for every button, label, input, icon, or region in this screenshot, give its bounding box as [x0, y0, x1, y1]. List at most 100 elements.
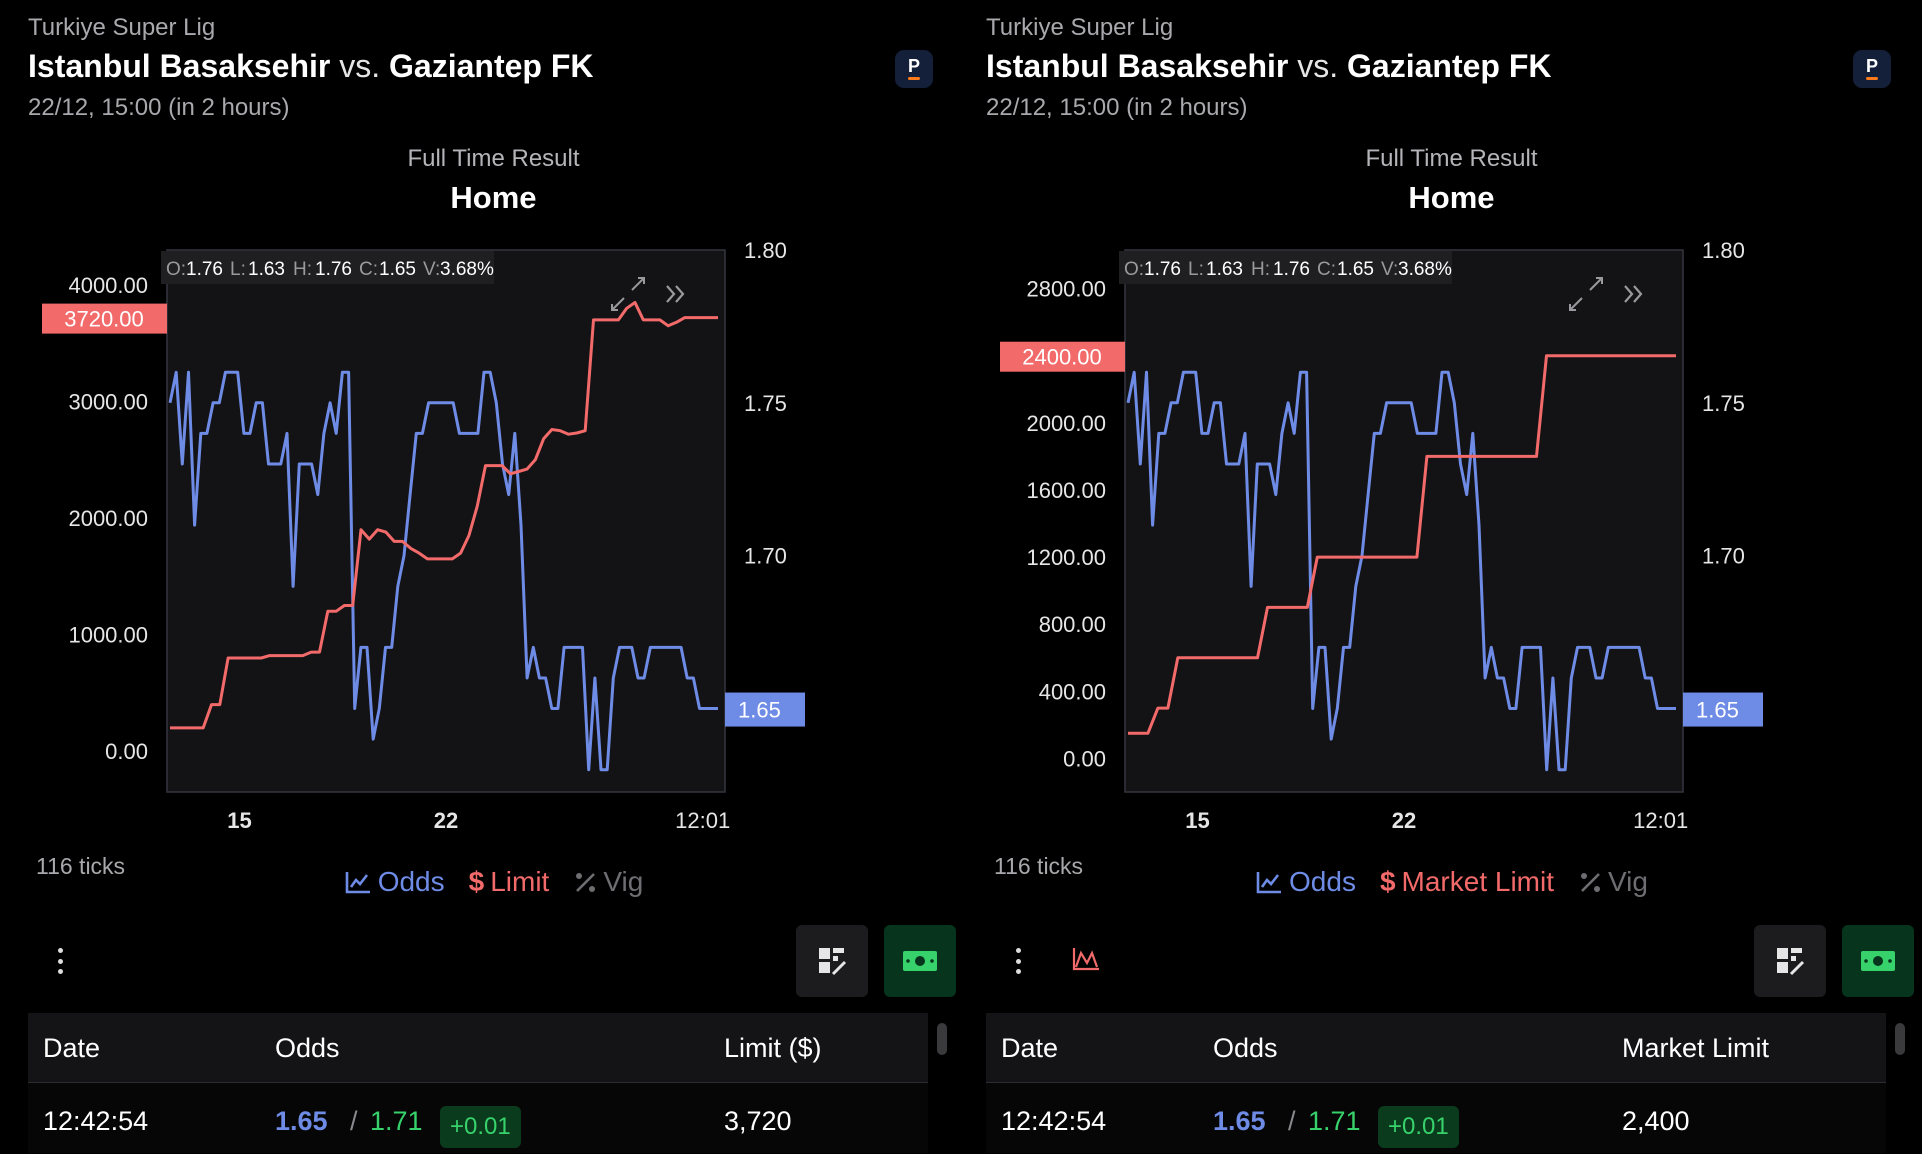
kickoff-time: 22/12, 15:00 (in 2 hours) — [28, 94, 290, 121]
ohlc-vig: 3.68% — [1398, 259, 1452, 280]
cash-button[interactable] — [884, 925, 956, 997]
svg-text:O:1.76 L:1.63 H:1.: O:1.76 L: 1.63 H: 1.76 C:1.65 V:3.68% — [1124, 259, 1452, 280]
ohlc-close: 1.65 — [1337, 259, 1374, 280]
ohlc-open: 1.76 — [186, 259, 223, 280]
expand-icon[interactable] — [1569, 277, 1603, 311]
odds-table: Date Odds Limit ($) 12:42:54 1.65 / 1.71… — [28, 1013, 928, 1153]
table-header: Date Odds Limit ($) — [28, 1013, 928, 1083]
legend-limit[interactable]: $ Limit — [469, 866, 550, 898]
grid-edit-button[interactable] — [1754, 925, 1826, 997]
x-axis: 15 22 12:01 — [1185, 808, 1688, 833]
x-tick-label: 15 — [227, 808, 251, 833]
more-vertical-icon[interactable] — [56, 948, 64, 974]
x-tick-label: 12:01 — [675, 808, 730, 833]
y-left-tick-label: 1600.00 — [1026, 478, 1106, 503]
ohlc-high: 1.76 — [1273, 259, 1310, 280]
match-title: Istanbul Basaksehir vs. Gaziantep FK — [28, 48, 593, 85]
row-limit: 3,720 — [724, 1106, 792, 1136]
row-odds-separator: / — [1288, 1106, 1296, 1136]
ticks-count: 116 ticks — [36, 853, 126, 879]
row-date: 12:42:54 — [43, 1106, 149, 1136]
col-date[interactable]: Date — [1001, 1033, 1059, 1063]
cash-button[interactable] — [1842, 925, 1914, 997]
double-chevron-right-icon[interactable] — [666, 285, 685, 303]
vs-label: vs. — [339, 48, 381, 84]
row-date: 12:42:54 — [1001, 1106, 1107, 1136]
limit-last-value-label: 2400.00 — [1022, 345, 1102, 370]
legend-limit[interactable]: $ Market Limit — [1380, 866, 1554, 898]
table-header: Date Odds Market Limit — [986, 1013, 1886, 1083]
last-value-labels: 3720.00 1.65 — [42, 303, 805, 727]
row-lay-odds: 1.71 — [370, 1106, 423, 1136]
ohlc-open-label: O: — [1124, 259, 1144, 280]
match-title: Istanbul Basaksehir vs. Gaziantep FK — [986, 48, 1551, 85]
legend-vig-label: Vig — [1608, 866, 1648, 897]
more-vertical-icon[interactable] — [1014, 948, 1022, 974]
col-limit[interactable]: Limit ($) — [724, 1033, 822, 1063]
ohlc-high-label: H: — [293, 259, 312, 280]
ticks-count: 116 ticks — [994, 853, 1084, 879]
selection-name: Home — [1408, 180, 1495, 215]
cash-icon — [1861, 951, 1895, 971]
table-row[interactable]: 12:42:54 1.65 / 1.71 +0.01 2,400 — [986, 1083, 1886, 1153]
y-right-tick-label: 1.75 — [1702, 391, 1745, 416]
plot-area — [1124, 249, 1684, 793]
table-scrollbar[interactable] — [937, 1023, 947, 1055]
ohlc-low-label: L: — [230, 259, 246, 280]
ohlc-close-label: C: — [359, 259, 378, 280]
panel-right: Turkiye Super Lig Istanbul Basaksehir vs… — [986, 0, 1917, 1154]
ohlc-low: 1.63 — [1206, 259, 1243, 280]
table-scrollbar[interactable] — [1895, 1023, 1905, 1055]
limit-last-value-label: 3720.00 — [64, 307, 144, 332]
away-team: Gaziantep FK — [389, 48, 594, 84]
row-change-badge: +0.01 — [1378, 1106, 1459, 1148]
y-right-tick-label: 1.70 — [744, 544, 787, 569]
legend-odds[interactable]: Odds — [1255, 866, 1356, 898]
legend-vig[interactable]: Vig — [573, 866, 643, 898]
legend-vig[interactable]: Vig — [1578, 866, 1648, 898]
y-left-tick-label: 0.00 — [105, 739, 148, 764]
col-date[interactable]: Date — [43, 1033, 101, 1063]
market-name: Full Time Result — [407, 145, 580, 172]
row-back-odds: 1.65 — [1213, 1106, 1266, 1136]
kickoff-time: 22/12, 15:00 (in 2 hours) — [986, 94, 1248, 121]
legend-limit-label: Limit — [490, 866, 550, 897]
ohlc-low-label: L: — [1188, 259, 1204, 280]
y-left-tick-label: 800.00 — [1039, 612, 1106, 637]
legend-odds[interactable]: Odds — [344, 866, 445, 898]
dollar-icon: $ — [468, 866, 485, 897]
y-left-axis: 0.00 1000.00 2000.00 3000.00 4000.00 — [68, 273, 148, 764]
chart-legend: Odds $ Market Limit Vig — [986, 866, 1917, 898]
expand-icon[interactable] — [611, 277, 645, 311]
y-left-tick-label: 0.00 — [1063, 746, 1106, 771]
plot-area — [166, 249, 726, 793]
grid-edit-icon — [1777, 948, 1805, 976]
odds-chart[interactable]: O:1.76 L: 1.63 H: 1.76 C:1.65 V:3.68% 0.00… — [986, 234, 1917, 834]
y-left-tick-label: 2800.00 — [1026, 277, 1106, 302]
col-odds[interactable]: Odds — [275, 1033, 340, 1063]
chart-line-icon — [1256, 872, 1282, 894]
y-left-tick-label: 1000.00 — [68, 623, 148, 648]
percent-icon — [576, 873, 596, 892]
bookmaker-logo-letter: P — [907, 55, 920, 76]
table-row[interactable]: 12:42:54 1.65 / 1.71 +0.01 3,720 — [28, 1083, 928, 1153]
wave-icon[interactable] — [1071, 945, 1101, 973]
y-right-tick-label: 1.70 — [1702, 544, 1745, 569]
double-chevron-right-icon[interactable] — [1624, 285, 1643, 303]
grid-edit-button[interactable] — [796, 925, 868, 997]
ohlc-close-label: C: — [1317, 259, 1336, 280]
vs-label: vs. — [1297, 48, 1339, 84]
y-left-tick-label: 4000.00 — [68, 273, 148, 298]
y-left-tick-label: 2000.00 — [68, 506, 148, 531]
home-team: Istanbul Basaksehir — [28, 48, 331, 84]
bookmaker-logo: P — [1853, 50, 1891, 88]
x-tick-label: 22 — [1392, 808, 1416, 833]
legend-vig-label: Vig — [603, 866, 644, 897]
legend-odds-label: Odds — [1289, 866, 1356, 897]
odds-last-value-label: 1.65 — [1696, 698, 1739, 723]
col-limit[interactable]: Market Limit — [1622, 1033, 1770, 1063]
y-right-tick-label: 1.80 — [744, 238, 787, 263]
col-odds[interactable]: Odds — [1213, 1033, 1278, 1063]
ohlc-vig-label: V: — [1381, 259, 1398, 280]
odds-chart[interactable]: O:1.76 L: 1.63 H: 1.76 C:1.65 V:3.68% 0.00… — [28, 234, 959, 834]
